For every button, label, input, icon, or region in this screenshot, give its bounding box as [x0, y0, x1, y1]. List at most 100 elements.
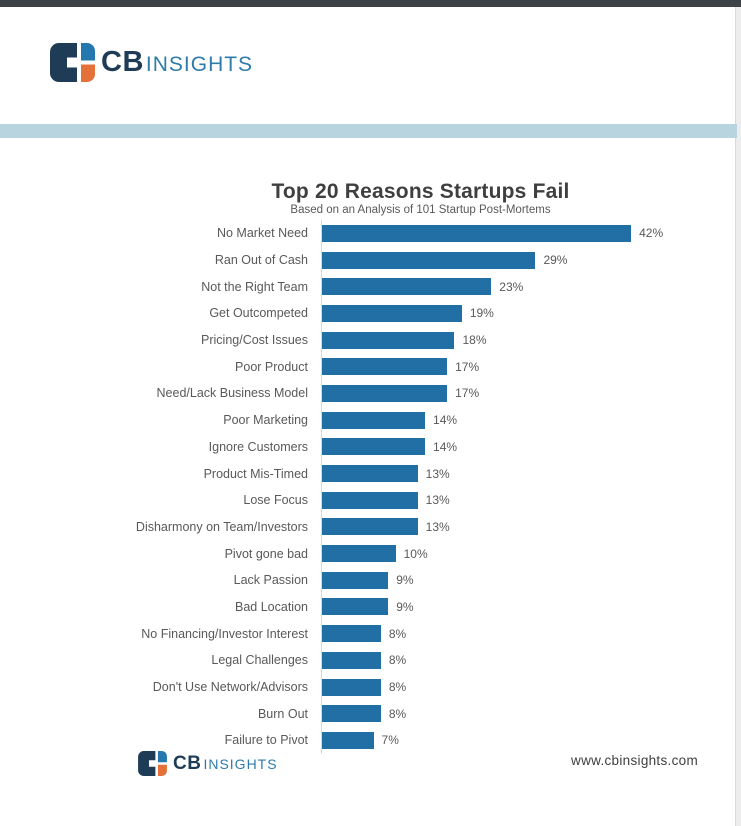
bar-area: 29% [321, 251, 568, 269]
category-label: Need/Lack Business Model [156, 386, 308, 401]
value-label: 14% [433, 413, 458, 428]
bar-area: 17% [321, 384, 480, 402]
chart-axis-line [321, 220, 322, 754]
bar-area: 14% [321, 438, 458, 456]
category-label: Failure to Pivot [224, 733, 308, 748]
bar [322, 545, 396, 563]
category-label: No Financing/Investor Interest [141, 626, 308, 641]
bar [322, 438, 426, 456]
teal-divider-band [0, 124, 737, 138]
bar-area: 13% [321, 491, 450, 509]
chart-row: Ran Out of Cash 29% [0, 247, 720, 274]
cbinsights-logo-icon [138, 751, 167, 776]
value-label: 29% [543, 253, 568, 268]
bar [322, 651, 381, 669]
chart-row: Don't Use Network/Advisors 8% [0, 674, 720, 701]
chart-row: No Financing/Investor Interest 8% [0, 620, 720, 647]
bar-area: 8% [321, 705, 406, 723]
category-label: Not the Right Team [201, 279, 308, 294]
value-label: 14% [433, 439, 458, 454]
chart-row: Get Outcompeted 19% [0, 300, 720, 327]
chart-row: Not the Right Team 23% [0, 273, 720, 300]
value-label: 42% [639, 226, 664, 241]
chart-row: Lose Focus 13% [0, 487, 720, 514]
value-label: 13% [425, 493, 450, 508]
chart-row: Product Mis-Timed 13% [0, 460, 720, 487]
logo-text-insights: INSIGHTS [203, 755, 278, 772]
cbinsights-logo-icon [50, 43, 95, 82]
bar [322, 491, 418, 509]
value-label: 8% [388, 626, 407, 641]
chart-row: Pivot gone bad 10% [0, 540, 720, 567]
bar [322, 731, 374, 749]
category-label: No Market Need [216, 226, 308, 241]
bar-area: 10% [321, 545, 428, 563]
chart-row: Legal Challenges 8% [0, 647, 720, 674]
chart-row: Lack Passion 9% [0, 567, 720, 594]
value-label: 8% [388, 680, 407, 695]
category-label: Disharmony on Team/Investors [135, 519, 308, 534]
value-label: 9% [396, 599, 414, 614]
category-label: Legal Challenges [211, 653, 308, 668]
value-label: 17% [455, 386, 480, 401]
bar-area: 42% [321, 224, 664, 242]
chart-row: Need/Lack Business Model 17% [0, 380, 720, 407]
chart-title: Top 20 Reasons Startups Fail [271, 180, 570, 203]
bar [322, 358, 448, 376]
value-label: 7% [381, 733, 399, 748]
bar [322, 411, 426, 429]
value-label: 10% [403, 546, 428, 561]
bar [322, 625, 381, 643]
bar-area: 9% [321, 571, 414, 589]
bar [322, 678, 381, 696]
bar-area: 13% [321, 518, 450, 536]
bar [322, 224, 632, 242]
chart-row: Ignore Customers 14% [0, 434, 720, 461]
chart-subtitle: Based on an Analysis of 101 Startup Post… [290, 204, 551, 216]
category-label: Product Mis-Timed [203, 466, 308, 481]
value-label: 8% [388, 653, 407, 668]
bar [322, 304, 462, 322]
scrollbar[interactable] [735, 7, 741, 826]
logo-text-insights: INSIGHTS [145, 53, 254, 76]
chart-row: Bad Location 9% [0, 594, 720, 621]
chart-row: Disharmony on Team/Investors 13% [0, 514, 720, 541]
bar [322, 251, 536, 269]
logo-text-cb: CB [101, 46, 144, 78]
category-label: Lack Passion [233, 573, 308, 588]
chart-row: No Market Need 42% [0, 220, 720, 247]
value-label: 17% [455, 359, 480, 374]
category-label: Ran Out of Cash [214, 253, 308, 268]
category-label: Get Outcompeted [209, 306, 308, 321]
value-label: 19% [469, 306, 494, 321]
bar-area: 9% [321, 598, 414, 616]
bar [322, 705, 381, 723]
bar-area: 14% [321, 411, 458, 429]
bar [322, 384, 448, 402]
bar-area: 8% [321, 651, 407, 669]
cbinsights-logo-header: CB INSIGHTS [50, 43, 253, 82]
chart-rows: No Market Need 42% Ran Out of Cash 29% Not t… [0, 220, 720, 754]
value-label: 23% [499, 279, 524, 294]
bar [322, 571, 389, 589]
bar [322, 278, 492, 296]
value-label: 13% [425, 519, 450, 534]
category-label: Pivot gone bad [224, 546, 308, 561]
bar [322, 518, 418, 536]
chart-row: Poor Marketing 14% [0, 407, 720, 434]
chart-row: Poor Product 17% [0, 353, 720, 380]
website-url: www.cbinsights.com [571, 753, 698, 768]
category-label: Don't Use Network/Advisors [152, 680, 308, 695]
category-label: Poor Marketing [223, 413, 308, 428]
category-label: Lose Focus [243, 493, 308, 508]
chart-row: Failure to Pivot 7% [0, 727, 720, 754]
bar-area: 19% [321, 304, 494, 322]
value-label: 18% [462, 333, 487, 348]
chart-row: Pricing/Cost Issues 18% [0, 327, 720, 354]
bar [322, 331, 455, 349]
bar [322, 598, 389, 616]
bar [322, 465, 418, 483]
category-label: Ignore Customers [208, 439, 308, 454]
window-top-bar [0, 0, 741, 7]
cbinsights-logo-footer: CB INSIGHTS [138, 751, 278, 776]
